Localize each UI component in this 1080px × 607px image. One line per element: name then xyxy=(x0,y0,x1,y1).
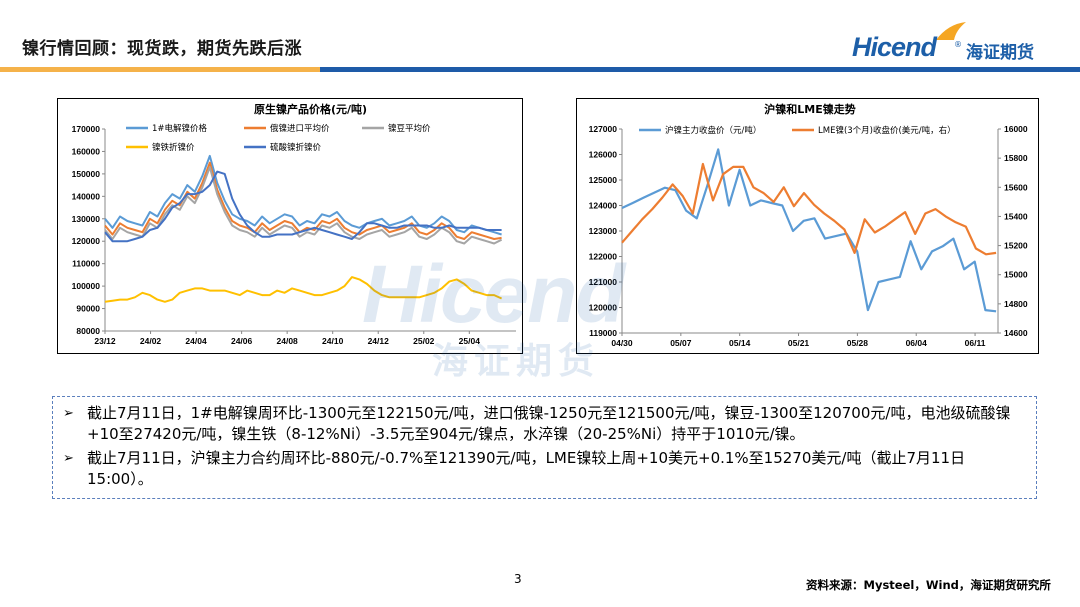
y-tick-label: 170000 xyxy=(72,124,101,134)
x-tick-label: 24/08 xyxy=(277,336,299,346)
y-tick-label: 122000 xyxy=(589,252,618,262)
note-text: 截止7月11日，沪镍主力合约周环比-880元/-0.7%至121390元/吨，L… xyxy=(87,449,966,488)
x-tick-label: 05/21 xyxy=(788,338,810,348)
header-band-orange xyxy=(0,67,320,72)
arrow-bullet-icon: ➢ xyxy=(63,406,74,421)
arrow-bullet-icon: ➢ xyxy=(63,451,74,466)
y-tick-label: 120000 xyxy=(72,236,101,246)
x-tick-label: 24/10 xyxy=(322,336,344,346)
series-line xyxy=(104,166,503,245)
page-number: 3 xyxy=(514,572,522,586)
y2-tick-label: 16000 xyxy=(1004,124,1028,134)
x-tick-label: 06/11 xyxy=(965,338,986,348)
y-tick-label: 160000 xyxy=(72,146,101,156)
x-tick-label: 05/28 xyxy=(847,338,869,348)
series-line xyxy=(621,162,997,256)
legend-label: 沪镍主力收盘价（元/吨） xyxy=(665,125,761,136)
nickel-product-price-chart: 原生镍产品价格(元/吨) 80000 90000 100000 110000 120000… xyxy=(57,98,523,354)
y-tick-label: 127000 xyxy=(589,124,618,134)
header-band-blue xyxy=(320,67,1080,72)
y2-tick-label: 14600 xyxy=(1004,328,1028,338)
x-tick-label: 25/02 xyxy=(413,336,435,346)
y-tick-label: 119000 xyxy=(589,328,617,338)
y-tick-label: 90000 xyxy=(76,304,100,314)
y2-tick-label: 15400 xyxy=(1004,211,1028,221)
y-tick-label: 120000 xyxy=(589,303,618,313)
nickel-product-price-chart-svg: 原生镍产品价格(元/吨) 80000 90000 100000 110000 120000… xyxy=(72,102,516,346)
y2-tick-label: 14800 xyxy=(1004,299,1028,309)
note-item: ➢ 截止7月11日，1#电解镍周环比-1300元至122150元/吨，进口俄镍-… xyxy=(61,403,1028,445)
logo-swoosh-icon xyxy=(936,22,966,40)
y-tick-label: 121000 xyxy=(589,277,618,287)
x-tick-label: 24/12 xyxy=(368,336,390,346)
logo-text: Hicend xyxy=(852,32,937,62)
series-line xyxy=(104,161,502,240)
y-tick-label: 126000 xyxy=(589,150,618,160)
x-tick-label: 24/04 xyxy=(185,336,207,346)
y2-tick-label: 15600 xyxy=(1004,182,1028,192)
y2-tick-label: 15800 xyxy=(1004,153,1028,163)
y-tick-label: 125000 xyxy=(589,175,618,185)
chart-title: 沪镍和LME镍走势 xyxy=(764,102,855,116)
y2-tick-label: 15000 xyxy=(1004,270,1028,280)
y-tick-label: 123000 xyxy=(589,226,618,236)
x-tick-label: 23/12 xyxy=(94,336,116,346)
logo-registered-mark: ® xyxy=(954,40,962,49)
series-line xyxy=(104,276,503,303)
series-line xyxy=(104,170,502,243)
y-tick-label: 110000 xyxy=(72,259,100,269)
chart-title: 原生镍产品价格(元/吨) xyxy=(254,102,367,116)
legend-label: 俄镍进口平均价 xyxy=(270,123,330,134)
shfe-lme-nickel-chart: 沪镍和LME镍走势 119000 120000 121000 122000 123000 1… xyxy=(576,98,1039,354)
y-tick-label: 130000 xyxy=(72,214,101,224)
y-tick-label: 80000 xyxy=(76,326,100,336)
note-item: ➢ 截止7月11日，沪镍主力合约周环比-880元/-0.7%至121390元/吨… xyxy=(61,448,1028,490)
legend-label: 硫酸镍折镍价 xyxy=(270,142,322,153)
y-tick-label: 150000 xyxy=(72,169,101,179)
note-text: 截止7月11日，1#电解镍周环比-1300元至122150元/吨，进口俄镍-12… xyxy=(87,404,1011,443)
y2-tick-label: 15200 xyxy=(1004,241,1028,251)
summary-notes: ➢ 截止7月11日，1#电解镍周环比-1300元至122150元/吨，进口俄镍-… xyxy=(52,396,1037,499)
x-tick-label: 06/04 xyxy=(906,338,928,348)
x-tick-label: 05/14 xyxy=(729,338,751,348)
legend-label: 1#电解镍价格 xyxy=(152,123,208,134)
x-tick-label: 04/30 xyxy=(611,338,633,348)
data-source: 资料来源：Mysteel，Wind，海证期货研究所 xyxy=(806,578,1051,592)
legend-label: 镍豆平均价 xyxy=(388,123,431,134)
page-title: 镍行情回顾：现货跌，期货先跌后涨 xyxy=(22,39,302,59)
y-tick-label: 140000 xyxy=(72,191,101,201)
y-tick-label: 124000 xyxy=(589,201,618,211)
x-tick-label: 24/06 xyxy=(231,336,253,346)
logo-chinese-text: 海证期货 xyxy=(966,43,1034,63)
x-tick-label: 24/02 xyxy=(140,336,162,346)
y-tick-label: 100000 xyxy=(72,281,101,291)
x-tick-label: 25/04 xyxy=(459,336,481,346)
legend-label: LME镍(3个月)收盘价(美元/吨，右） xyxy=(818,125,956,136)
series-line xyxy=(621,148,997,313)
series-line xyxy=(104,154,502,236)
shfe-lme-nickel-chart-svg: 沪镍和LME镍走势 119000 120000 121000 122000 123000 1… xyxy=(589,102,1028,348)
x-tick-label: 05/07 xyxy=(670,338,692,348)
legend-label: 镍铁折镍价 xyxy=(152,142,195,153)
